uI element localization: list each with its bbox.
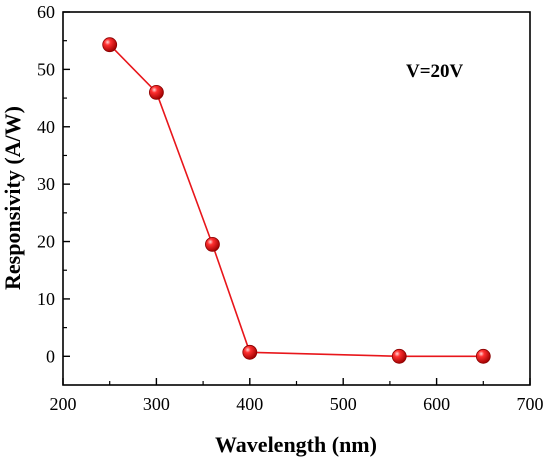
- y-tick-labels: 0 10 20 30 40 50 60: [37, 2, 55, 366]
- x-tick-label: 700: [517, 394, 544, 414]
- series-line: [109, 44, 484, 358]
- data-point: [102, 37, 118, 53]
- y-tick-label: 60: [37, 2, 55, 22]
- x-tick-label: 200: [50, 394, 77, 414]
- voltage-annotation: V=20V: [406, 61, 464, 82]
- y-tick-label: 10: [37, 289, 55, 309]
- axis-ticks: [62, 11, 531, 385]
- data-point: [205, 237, 220, 252]
- x-tick-label: 300: [143, 394, 170, 414]
- x-tick-labels: 200 300 400 500 600 700: [50, 394, 544, 414]
- x-tick-label: 600: [423, 394, 450, 414]
- data-point: [391, 348, 407, 364]
- y-axis-title: Responsivity (A/W): [0, 106, 25, 290]
- y-tick-label: 30: [37, 174, 55, 194]
- data-points: [102, 37, 491, 364]
- x-tick-label: 400: [236, 394, 263, 414]
- y-tick-label: 20: [37, 232, 55, 252]
- y-tick-label: 50: [37, 59, 55, 79]
- x-axis-title: Wavelength (nm): [215, 432, 377, 457]
- y-tick-label: 0: [46, 346, 55, 366]
- data-point: [242, 344, 258, 360]
- x-tick-label: 500: [330, 394, 357, 414]
- y-tick-label: 40: [37, 117, 55, 137]
- data-point: [148, 84, 164, 100]
- data-point: [475, 348, 491, 364]
